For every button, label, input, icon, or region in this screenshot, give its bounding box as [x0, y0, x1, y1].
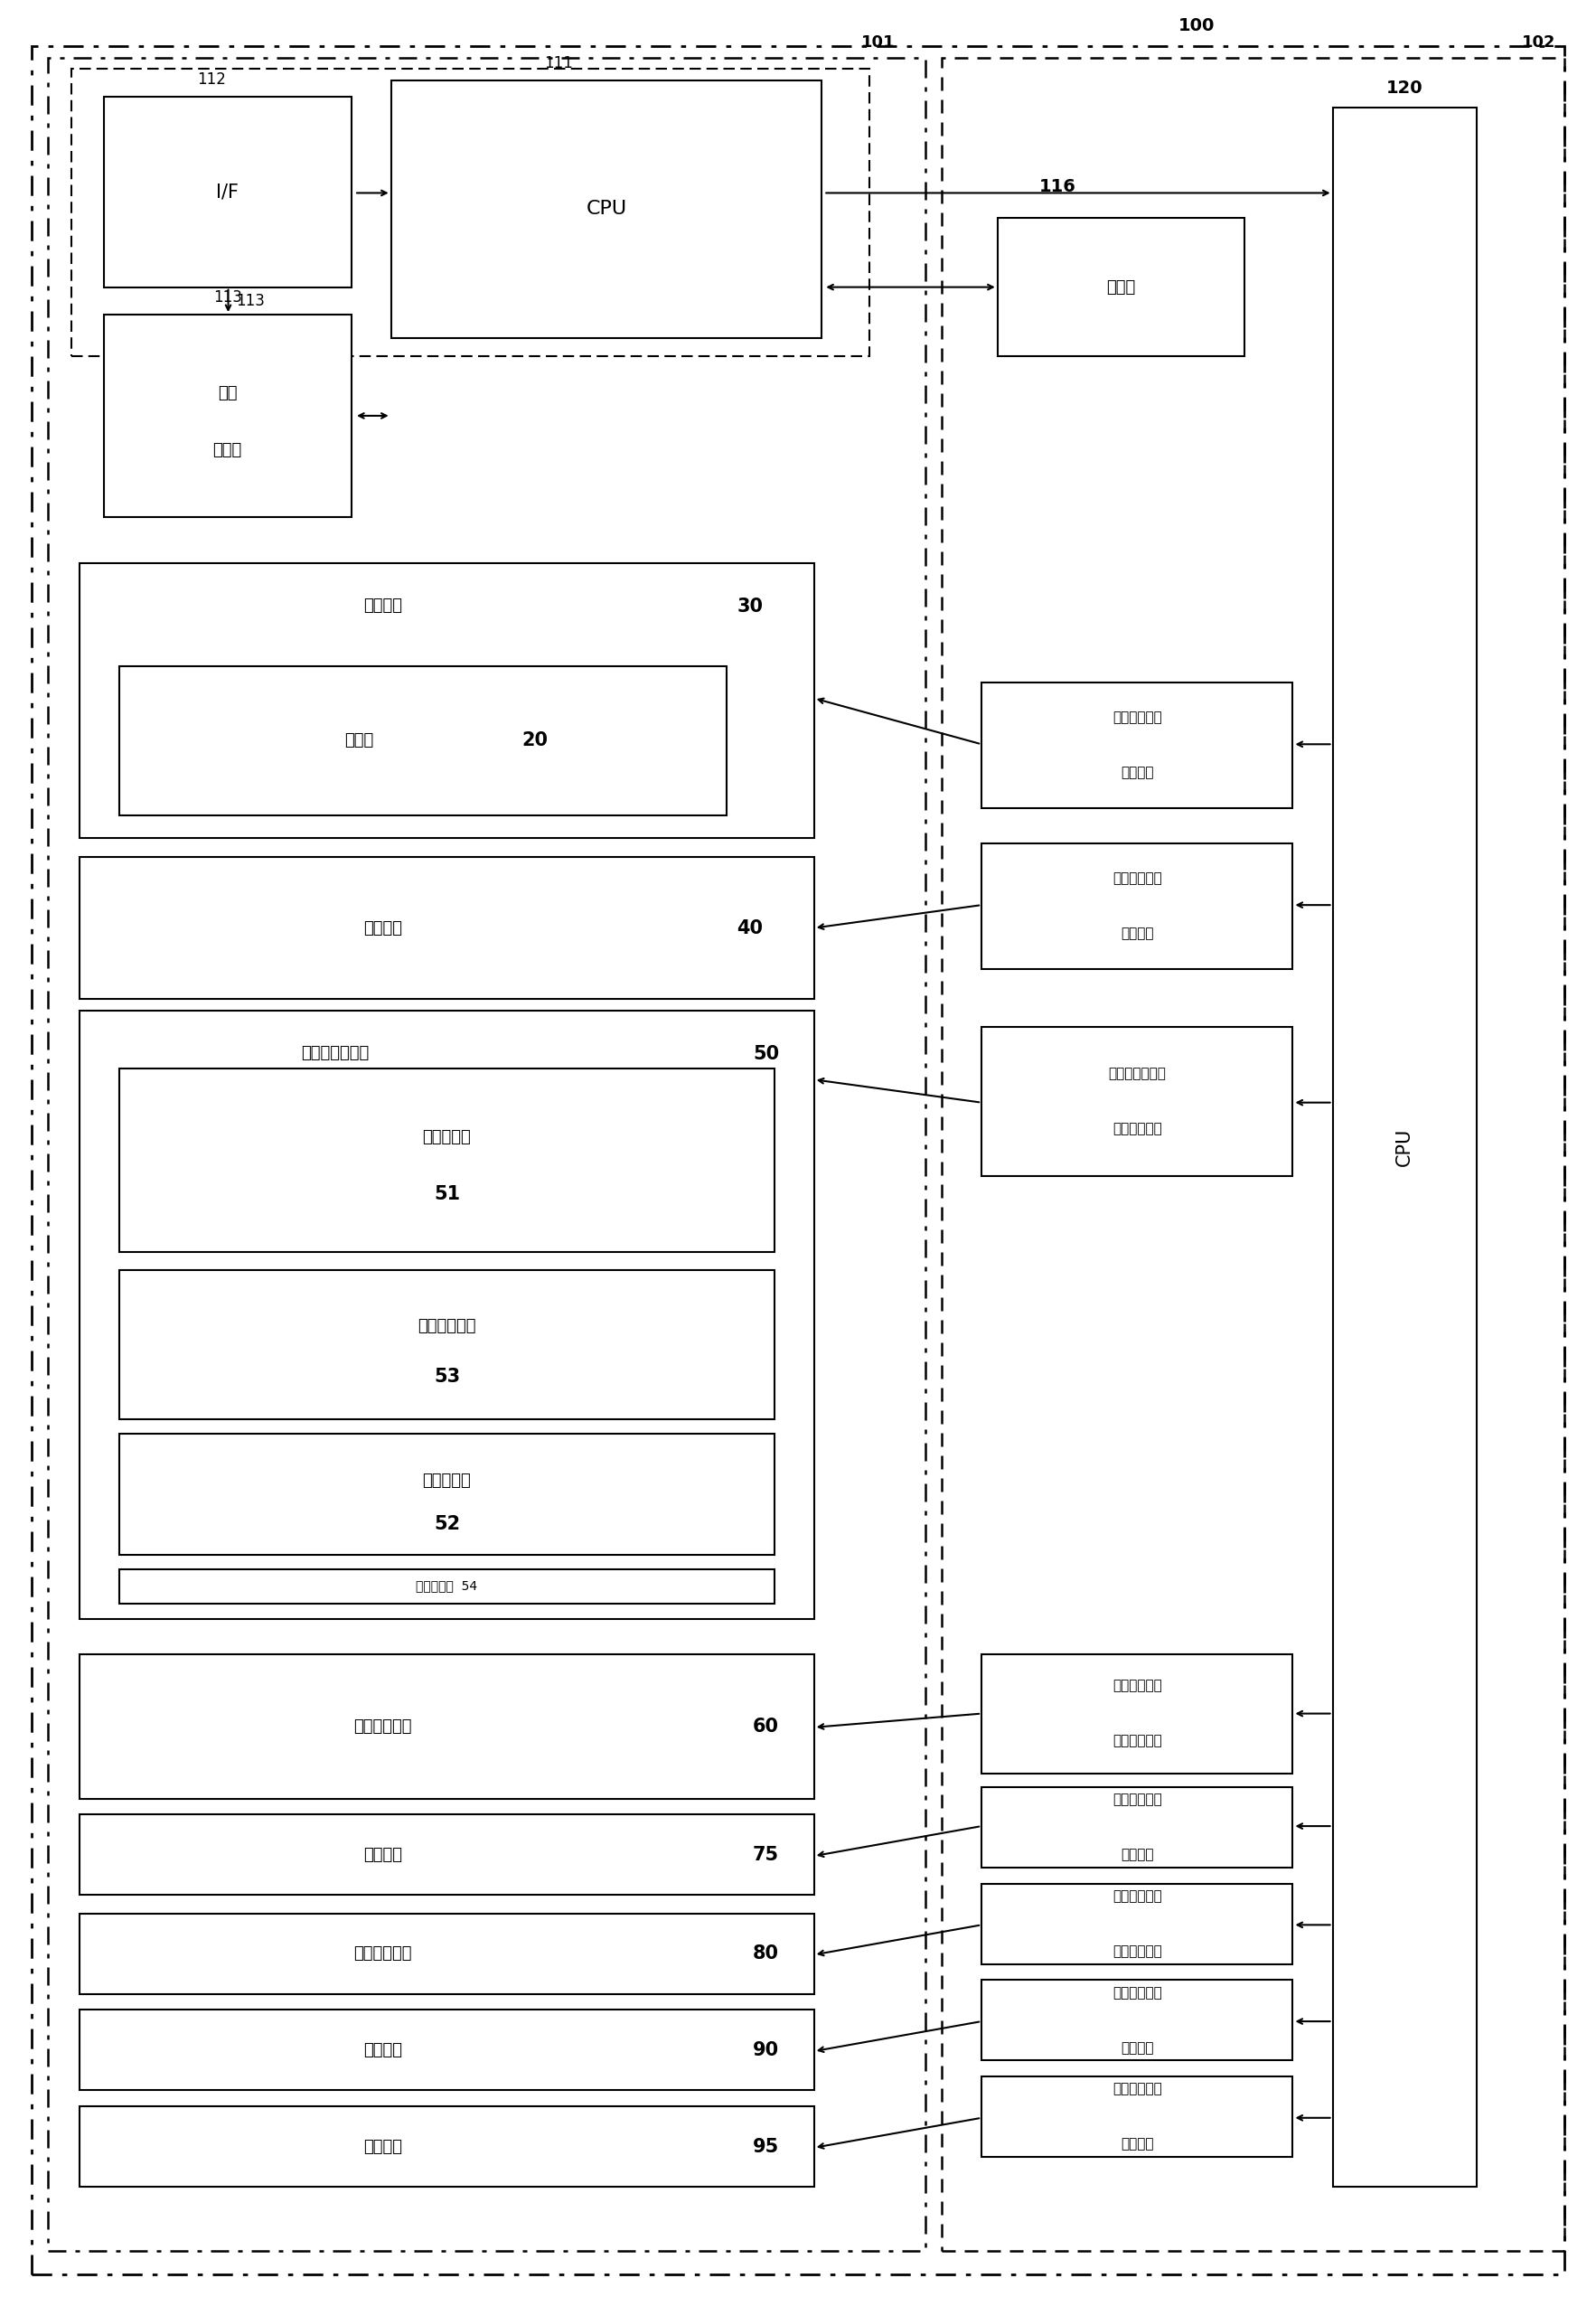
- Bar: [982, 843, 1293, 969]
- Text: 30: 30: [737, 597, 763, 616]
- Bar: [80, 2010, 814, 2090]
- Text: 定影单元: 定影单元: [364, 2042, 402, 2058]
- Text: 112: 112: [196, 71, 227, 87]
- Text: 曝光单元: 曝光单元: [364, 919, 402, 937]
- Text: 控制电路: 控制电路: [1120, 2139, 1154, 2150]
- Bar: [48, 57, 926, 2251]
- Bar: [80, 2106, 814, 2187]
- Text: CPU: CPU: [586, 200, 627, 218]
- Bar: [80, 1011, 814, 1619]
- Text: 116: 116: [1039, 179, 1076, 195]
- Text: 90: 90: [753, 2042, 779, 2058]
- Bar: [80, 857, 814, 999]
- Bar: [982, 1980, 1293, 2060]
- Bar: [997, 218, 1245, 356]
- Text: 显示单元驱动: 显示单元驱动: [1112, 2083, 1162, 2095]
- Bar: [982, 1654, 1293, 1773]
- Text: 感光体: 感光体: [345, 733, 373, 749]
- Text: 控制电路: 控制电路: [1120, 2042, 1154, 2054]
- Bar: [982, 1027, 1293, 1176]
- Text: 显示单元: 显示单元: [364, 2139, 402, 2155]
- Text: 53: 53: [434, 1369, 460, 1385]
- Text: 图像: 图像: [217, 384, 238, 402]
- Bar: [1333, 108, 1476, 2187]
- Bar: [391, 80, 822, 338]
- Text: 二次转印单元: 二次转印单元: [1112, 1890, 1162, 1902]
- Text: 显影器保持单元: 显影器保持单元: [302, 1045, 369, 1061]
- Bar: [72, 69, 870, 356]
- Text: 带电单元: 带电单元: [364, 597, 402, 613]
- Text: 控制电路: 控制电路: [1120, 1849, 1154, 1861]
- Bar: [120, 1270, 774, 1420]
- Text: 51: 51: [434, 1185, 460, 1204]
- Text: I/F: I/F: [215, 184, 239, 200]
- Bar: [80, 1654, 814, 1799]
- Bar: [120, 1068, 774, 1252]
- Text: 控制电路: 控制电路: [1120, 767, 1154, 779]
- Text: 驱动控制电路: 驱动控制电路: [1112, 1123, 1162, 1135]
- Bar: [120, 1569, 774, 1603]
- Text: 显影器保持单元: 显影器保持单元: [1108, 1068, 1167, 1080]
- Bar: [80, 563, 814, 838]
- Text: 40: 40: [737, 919, 763, 937]
- Text: 定影单元驱动: 定影单元驱动: [1112, 1987, 1162, 1998]
- Bar: [80, 1815, 814, 1895]
- Bar: [982, 682, 1293, 809]
- Bar: [982, 1884, 1293, 1964]
- Text: 首次转印单元: 首次转印单元: [354, 1718, 412, 1734]
- Bar: [982, 1787, 1293, 1867]
- Text: 60: 60: [753, 1718, 779, 1734]
- Bar: [80, 1913, 814, 1994]
- Text: 113: 113: [236, 292, 265, 310]
- Bar: [120, 666, 726, 815]
- Text: 清洁单元驱动: 清洁单元驱动: [1112, 1794, 1162, 1805]
- Text: 存储器: 存储器: [212, 441, 243, 459]
- Text: 存储器: 存储器: [1106, 278, 1136, 296]
- Text: 带电单元驱动: 带电单元驱动: [1112, 712, 1162, 724]
- Text: 清洁单元: 清洁单元: [364, 1847, 402, 1863]
- Text: 青色显影器: 青色显影器: [423, 1472, 471, 1488]
- Text: 20: 20: [522, 733, 547, 749]
- Text: 80: 80: [753, 1946, 779, 1962]
- Text: 100: 100: [1179, 18, 1215, 34]
- Text: 黑色显影器: 黑色显影器: [423, 1128, 471, 1146]
- Text: 二次转印单元: 二次转印单元: [354, 1946, 412, 1962]
- Text: 120: 120: [1385, 80, 1424, 96]
- Text: 控制电路: 控制电路: [1120, 928, 1154, 939]
- Text: 113: 113: [212, 289, 243, 306]
- Text: 111: 111: [544, 55, 573, 71]
- Bar: [104, 96, 351, 287]
- Text: 102: 102: [1523, 34, 1556, 51]
- Text: 曝光单元驱动: 曝光单元驱动: [1112, 873, 1162, 884]
- Bar: [982, 2076, 1293, 2157]
- Bar: [120, 1433, 774, 1555]
- Text: CPU: CPU: [1395, 1128, 1414, 1167]
- Text: 50: 50: [753, 1045, 779, 1064]
- Text: 75: 75: [753, 1847, 779, 1863]
- Text: 首次转印单元: 首次转印单元: [1112, 1679, 1162, 1693]
- Text: 95: 95: [753, 2139, 779, 2155]
- Text: 驱动控制电路: 驱动控制电路: [1112, 1946, 1162, 1957]
- Text: 黄色显影器  54: 黄色显影器 54: [417, 1580, 477, 1592]
- Text: 52: 52: [434, 1516, 460, 1532]
- Bar: [942, 57, 1564, 2251]
- Text: 品红色显影器: 品红色显影器: [418, 1318, 476, 1335]
- Bar: [104, 315, 351, 517]
- Text: 101: 101: [860, 34, 895, 51]
- Text: 驱动控制电路: 驱动控制电路: [1112, 1734, 1162, 1748]
